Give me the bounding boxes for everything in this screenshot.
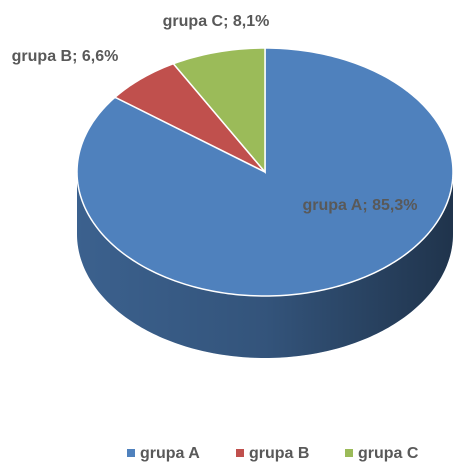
data-label: grupa C; 8,1% (163, 13, 270, 30)
slice (172, 47, 266, 175)
legend-label: grupa B (249, 445, 309, 462)
data-label: grupa B; 6,6% (12, 48, 119, 65)
slice (113, 62, 266, 173)
legend-swatch (236, 449, 244, 457)
legend-swatch (345, 449, 353, 457)
legend-label: grupa C (358, 445, 419, 462)
legend-label: grupa A (140, 445, 200, 462)
slice-side-shade (77, 172, 453, 358)
legend-swatch (127, 449, 135, 457)
data-label: grupa A; 85,3% (303, 197, 418, 214)
